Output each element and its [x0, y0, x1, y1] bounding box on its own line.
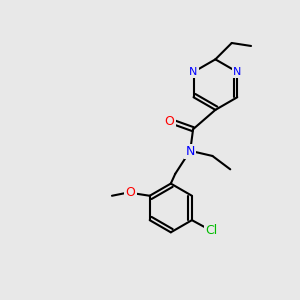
Text: O: O [125, 186, 135, 199]
Text: O: O [164, 115, 174, 128]
Text: N: N [189, 67, 198, 77]
Text: N: N [185, 145, 195, 158]
Text: N: N [233, 67, 242, 77]
Text: Cl: Cl [206, 224, 218, 237]
